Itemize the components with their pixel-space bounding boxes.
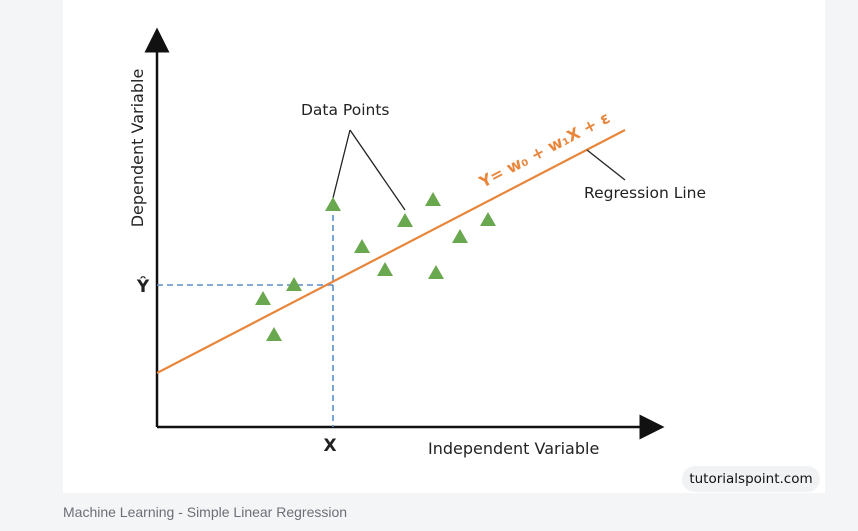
data-points-pointer-right [349,129,406,211]
regression-line-label: Regression Line [584,184,706,202]
data-point [377,262,393,276]
data-point [255,291,271,305]
y-hat-marker-label: Ŷ [136,275,150,297]
y-axis-label: Dependent Variable [128,69,147,228]
data-point [425,192,441,206]
data-points-label: Data Points [301,101,390,119]
regression-equation: Y= w₀ + w₁X + ε [475,108,613,192]
watermark-badge: tutorialspoint.com [682,466,820,492]
x-marker-label: X [323,436,336,456]
data-point [397,213,413,227]
x-axis-label: Independent Variable [428,439,599,458]
data-points-pointer-left [332,129,351,199]
figure-card [63,0,825,493]
data-point [480,212,496,226]
data-point [266,327,282,341]
figure-caption: Machine Learning - Simple Linear Regress… [63,504,348,520]
data-point [286,277,302,291]
data-point [428,265,444,279]
data-point [452,229,468,243]
regression-line-pointer [586,149,626,181]
data-point [354,239,370,253]
regression-line [156,129,626,374]
data-point [325,197,341,211]
